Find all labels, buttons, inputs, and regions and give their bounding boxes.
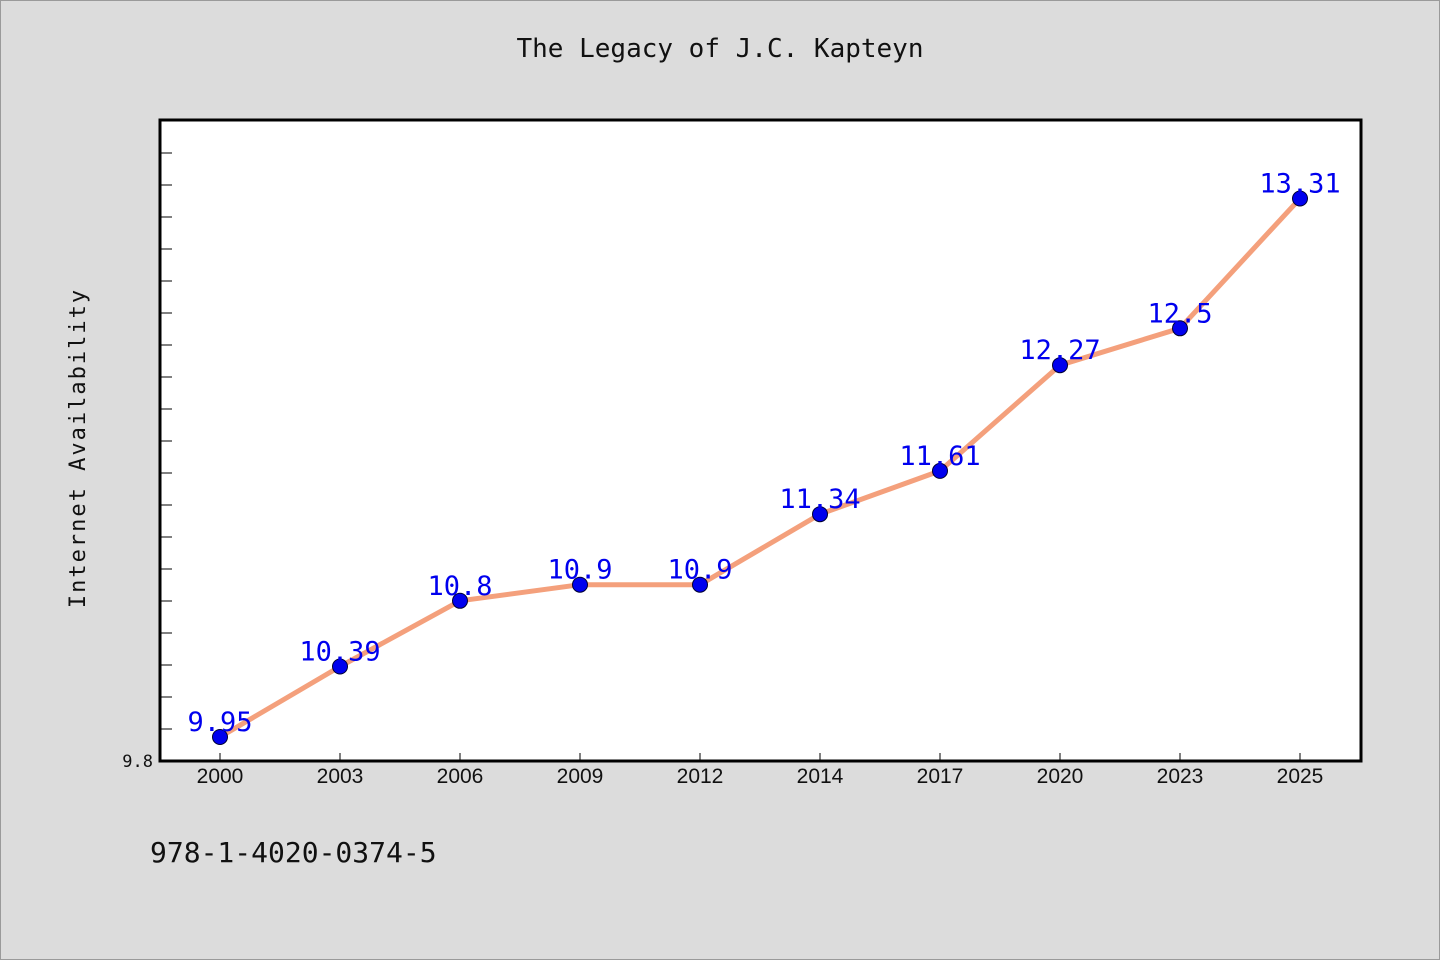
data-label: 12.5 bbox=[1147, 298, 1212, 329]
series-line bbox=[217, 196, 1303, 740]
data-point bbox=[932, 462, 948, 479]
series-markers bbox=[212, 190, 1308, 745]
y-tick-label: 9.8 bbox=[122, 752, 153, 772]
x-tick-label: 2003 bbox=[317, 765, 364, 788]
x-tick-label: 2023 bbox=[1157, 765, 1204, 788]
data-point bbox=[1052, 357, 1068, 374]
data-point bbox=[452, 592, 468, 609]
x-tick-label: 2025 bbox=[1277, 765, 1324, 788]
data-label: 11.61 bbox=[899, 441, 980, 472]
data-label: 13.31 bbox=[1259, 169, 1340, 200]
data-label: 10.8 bbox=[427, 571, 492, 602]
data-label: 10.9 bbox=[667, 555, 732, 586]
x-tick-label: 2017 bbox=[917, 765, 964, 788]
y-axis-ticks bbox=[160, 120, 172, 730]
x-axis-ticks bbox=[219, 753, 1301, 761]
data-point bbox=[812, 506, 828, 523]
data-label: 11.34 bbox=[779, 484, 860, 515]
data-label: 10.9 bbox=[547, 555, 612, 586]
data-point bbox=[1292, 190, 1308, 207]
data-point bbox=[332, 658, 348, 675]
data-point bbox=[212, 729, 228, 745]
data-label: 12.27 bbox=[1019, 335, 1100, 366]
x-tick-label: 2006 bbox=[437, 765, 484, 788]
data-labels: 9.95 10.39 10.8 10.9 10.9 11.34 11.61 12.27 12.5… bbox=[187, 169, 1340, 739]
x-tick-label: 2009 bbox=[557, 765, 604, 788]
y-axis-label: Internet Availability bbox=[66, 288, 91, 608]
x-tick-label: 2012 bbox=[677, 765, 724, 788]
isbn-code: 978-1-4020-0374-5 bbox=[150, 836, 437, 869]
x-tick-label: 2000 bbox=[197, 765, 244, 788]
data-label: 9.95 bbox=[187, 707, 252, 738]
data-point bbox=[692, 576, 708, 593]
x-tick-label: 2014 bbox=[797, 765, 844, 788]
chart-title: The Legacy of J.C. Kapteyn bbox=[516, 34, 924, 64]
x-tick-labels: 2000 2003 2006 2009 2012 2014 2017 2020 2023 2025 bbox=[197, 765, 1324, 788]
x-tick-label: 2020 bbox=[1037, 765, 1084, 788]
data-point bbox=[1172, 320, 1188, 337]
data-point bbox=[572, 576, 588, 593]
data-label: 10.39 bbox=[299, 637, 380, 668]
